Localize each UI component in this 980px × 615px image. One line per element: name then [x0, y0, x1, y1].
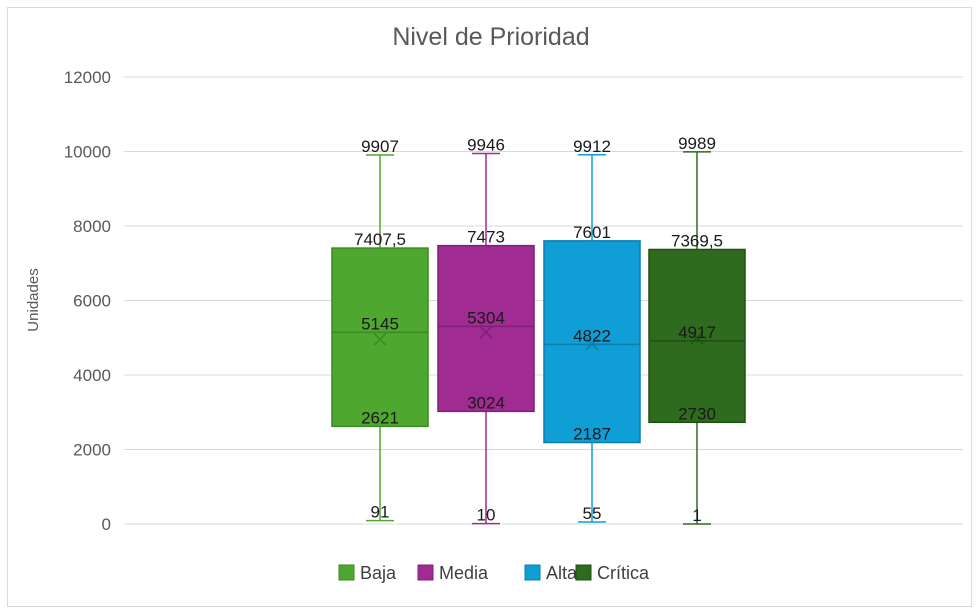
y-axis-ticks: 0 2000 4000 6000 8000 10000 12000: [64, 68, 111, 534]
box-series-crítica: [648, 151, 746, 525]
legend-item-crítica: Crítica: [575, 563, 650, 583]
data-label-median: 5304: [467, 308, 505, 327]
box-series-baja: [331, 154, 429, 522]
legend-item-alta: Alta: [524, 563, 578, 583]
legend-swatch: [524, 564, 541, 581]
y-tick-label: 8000: [73, 217, 111, 236]
data-label-median: 4822: [573, 326, 611, 345]
legend-item-baja: Baja: [338, 563, 397, 583]
data-label-max: 9907: [361, 137, 399, 156]
data-label-min: 91: [371, 503, 390, 522]
box-series-alta: [543, 154, 641, 523]
legend-swatch: [417, 564, 434, 581]
y-tick-label: 6000: [73, 292, 111, 311]
y-axis-label: Unidades: [25, 268, 42, 331]
data-label-median: 5145: [361, 314, 399, 333]
y-tick-label: 4000: [73, 366, 111, 385]
data-label-max: 9912: [573, 137, 611, 156]
legend-item-media: Media: [417, 563, 489, 583]
labels-crítica: 9989 7369,5 4917 2730 1: [671, 134, 723, 525]
iqr-box: [437, 244, 535, 413]
y-tick-label: 10000: [64, 143, 111, 162]
data-label-min: 55: [583, 504, 602, 523]
data-label-q1: 2621: [361, 408, 399, 427]
iqr-box: [543, 240, 641, 444]
box-plot-chart: Nivel de Prioridad Unidades 0 2000 4000 600…: [25, 23, 963, 583]
data-label-min: 10: [477, 506, 496, 525]
mean-marker: [479, 325, 493, 339]
chart-frame: Nivel de Prioridad Unidades 0 2000 4000 600…: [7, 7, 972, 607]
legend-swatch: [575, 564, 592, 581]
legend-label: Alta: [546, 563, 578, 583]
y-tick-label: 2000: [73, 441, 111, 460]
mean-marker: [585, 337, 599, 351]
data-label-q3: 7369,5: [671, 231, 723, 250]
labels-media: 9946 7473 5304 3024 10: [467, 136, 505, 525]
legend-swatch: [338, 564, 355, 581]
data-label-q3: 7407,5: [354, 230, 406, 249]
y-tick-label: 12000: [64, 68, 111, 87]
data-label-max: 9989: [678, 134, 716, 153]
iqr-box: [331, 247, 429, 428]
data-label-q1: 2730: [678, 404, 716, 423]
data-label-min: 1: [692, 506, 701, 525]
legend-label: Media: [439, 563, 489, 583]
data-label-max: 9946: [467, 136, 505, 155]
y-tick-label: 0: [102, 515, 111, 534]
data-label-median: 4917: [678, 323, 716, 342]
labels-alta: 9912 7601 4822 2187 55: [573, 137, 611, 523]
iqr-box: [648, 248, 746, 424]
data-label-q1: 3024: [467, 393, 505, 412]
data-label-q3: 7601: [573, 223, 611, 242]
data-label-q1: 2187: [573, 425, 611, 444]
box-series-media: [437, 152, 535, 525]
mean-marker: [690, 331, 704, 345]
boxes-layer: [331, 151, 746, 525]
data-label-q3: 7473: [467, 228, 505, 247]
data-labels-layer: 99077407,5514526219199467473530430241099…: [354, 134, 723, 525]
legend: Baja Media Alta Crítica: [338, 563, 650, 583]
chart-title: Nivel de Prioridad: [392, 23, 589, 51]
legend-label: Baja: [360, 563, 397, 583]
legend-label: Crítica: [597, 563, 650, 583]
mean-marker: [373, 332, 387, 346]
labels-baja: 9907 7407,5 5145 2621 91: [354, 137, 406, 522]
